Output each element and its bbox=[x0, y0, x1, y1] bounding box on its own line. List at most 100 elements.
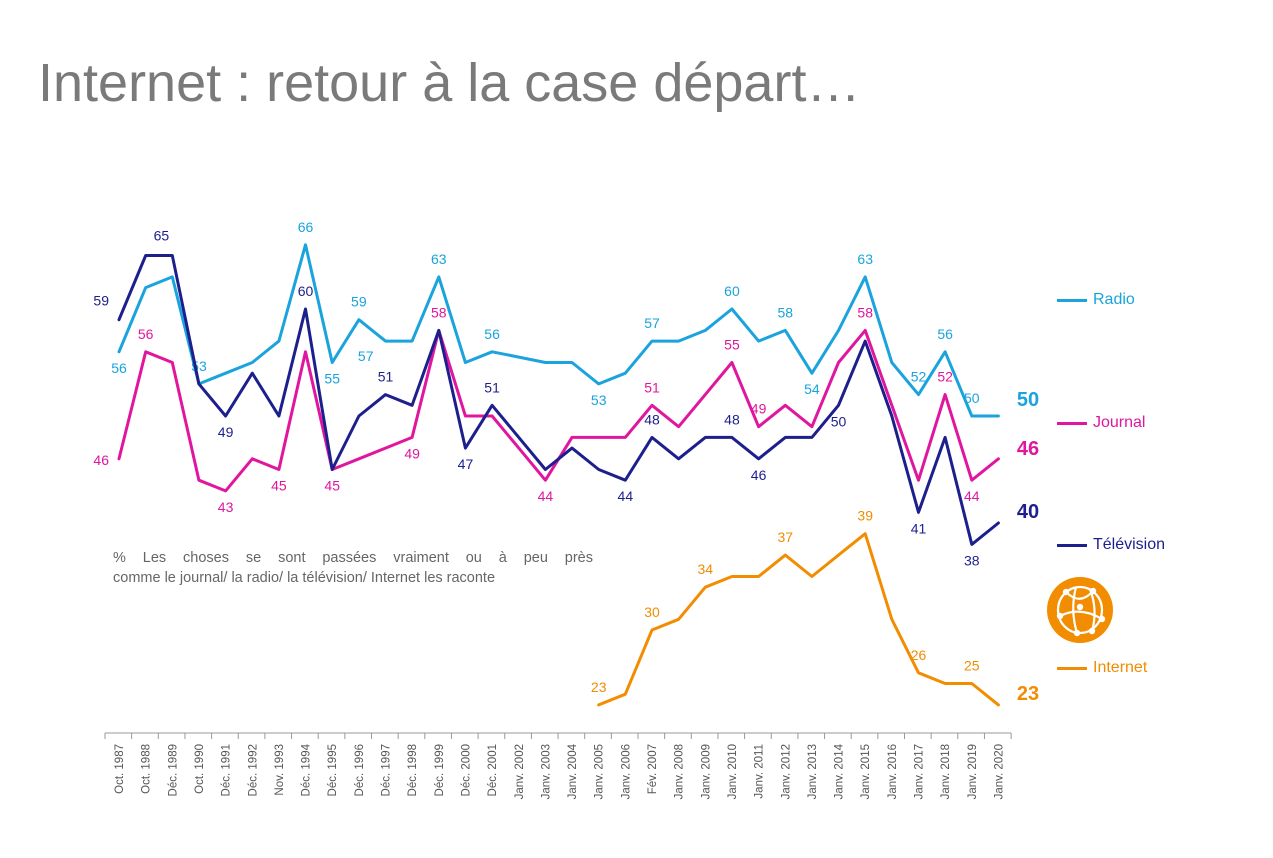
internet-data-label: 37 bbox=[777, 529, 793, 545]
x-tick-label: Nov. 1993 bbox=[274, 744, 286, 796]
x-tick-label: Oct. 1988 bbox=[141, 744, 153, 794]
x-tick-label: Janv. 2019 bbox=[967, 744, 979, 799]
journal-data-label: 43 bbox=[218, 499, 234, 515]
journal-data-label: 49 bbox=[751, 401, 767, 417]
x-tick-label: Janv. 2010 bbox=[727, 744, 739, 799]
journal-data-label: 55 bbox=[724, 337, 740, 353]
internet-data-label: 39 bbox=[857, 508, 873, 524]
radio-data-label: 56 bbox=[484, 326, 500, 342]
x-tick-label: Janv. 2016 bbox=[887, 744, 899, 799]
x-tick-label: Janv. 2014 bbox=[834, 743, 846, 799]
television-data-label: 48 bbox=[724, 411, 740, 427]
television-data-label: 60 bbox=[298, 283, 314, 299]
x-tick-label: Janv. 2002 bbox=[514, 744, 526, 799]
internet-data-label: 34 bbox=[698, 561, 714, 577]
x-tick-label: Janv. 2004 bbox=[567, 743, 579, 799]
x-tick-label: Oct. 1990 bbox=[194, 744, 206, 794]
legend-swatch-internet bbox=[1057, 666, 1087, 670]
page-title: Internet : retour à la case départ… bbox=[38, 53, 861, 113]
x-tick-label: Janv. 2020 bbox=[993, 744, 1005, 799]
television-data-label: 41 bbox=[911, 520, 927, 536]
x-tick-label: Déc. 2001 bbox=[487, 744, 499, 796]
legend-item-radio: Radio bbox=[1057, 290, 1135, 310]
x-tick-label: Fév. 2007 bbox=[647, 744, 659, 794]
chart-note-line-2: comme le journal/ la radio/ la télévisio… bbox=[113, 570, 496, 586]
journal-data-label: 44 bbox=[538, 488, 554, 504]
television-data-label: 47 bbox=[458, 456, 474, 472]
journal-data-label: 58 bbox=[857, 304, 873, 320]
x-tick-label: Déc. 1996 bbox=[354, 744, 366, 796]
x-tick-label: Déc. 1995 bbox=[327, 744, 339, 796]
x-tick-label: Janv. 2013 bbox=[807, 744, 819, 799]
television-data-label: 50 bbox=[831, 413, 847, 429]
x-tick-label: Janv. 2006 bbox=[620, 744, 632, 799]
journal-series-line bbox=[117, 328, 1000, 493]
internet-data-label: 26 bbox=[911, 647, 927, 663]
x-tick-label: Janv. 2009 bbox=[700, 744, 712, 799]
journal-data-label: 56 bbox=[138, 326, 154, 342]
x-tick-label: Déc. 1991 bbox=[221, 744, 233, 796]
legend-swatch-television bbox=[1057, 543, 1087, 547]
radio-data-label: 60 bbox=[724, 283, 740, 299]
x-tick-label: Janv. 2015 bbox=[860, 744, 872, 799]
television-data-label: 44 bbox=[618, 488, 634, 504]
radio-series-line bbox=[117, 243, 1000, 418]
radio-data-label: 55 bbox=[324, 371, 340, 387]
legend-item-internet: Internet bbox=[1057, 658, 1147, 678]
chart-note: % Les choses se sont passées vraiment ou… bbox=[113, 548, 593, 588]
internet-data-label: 23 bbox=[591, 679, 607, 695]
x-tick-label: Déc. 2000 bbox=[460, 744, 472, 796]
television-end-value-label: 40 bbox=[1017, 501, 1039, 523]
radio-data-label: 63 bbox=[431, 251, 447, 267]
internet-data-label: 25 bbox=[964, 658, 980, 674]
radio-data-label: 54 bbox=[804, 381, 820, 397]
chart-note-line-1: % Les choses se sont passées vraiment ou… bbox=[113, 550, 593, 566]
television-data-label: 46 bbox=[751, 467, 767, 483]
journal-data-label: 46 bbox=[93, 452, 109, 468]
television-series-line bbox=[117, 254, 1000, 546]
television-data-label: 59 bbox=[93, 293, 109, 309]
television-data-label: 51 bbox=[378, 369, 394, 385]
x-tick-label: Janv. 2017 bbox=[914, 744, 926, 799]
legend-swatch-radio bbox=[1057, 298, 1087, 302]
journal-data-label: 52 bbox=[937, 369, 953, 385]
globe-network-icon bbox=[1047, 577, 1113, 643]
legend-item-television: Télévision bbox=[1057, 535, 1165, 555]
television-data-label: 48 bbox=[644, 411, 660, 427]
journal-data-label: 45 bbox=[324, 478, 340, 494]
x-tick-label: Oct. 1987 bbox=[114, 744, 126, 794]
legend-label-television: Télévision bbox=[1093, 536, 1166, 553]
radio-data-label: 56 bbox=[937, 326, 953, 342]
radio-data-label: 57 bbox=[358, 348, 374, 364]
radio-data-label: 63 bbox=[857, 251, 873, 267]
legend-item-journal: Journal bbox=[1057, 413, 1145, 433]
television-data-label: 51 bbox=[484, 379, 500, 395]
journal-data-label: 44 bbox=[964, 488, 980, 504]
radio-data-label: 53 bbox=[591, 392, 607, 408]
x-tick-label: Déc. 1994 bbox=[301, 743, 313, 796]
x-tick-label: Janv. 2012 bbox=[780, 744, 792, 799]
radio-data-label: 59 bbox=[351, 294, 367, 310]
x-tick-label: Janv. 2011 bbox=[754, 744, 766, 799]
legend-swatch-journal bbox=[1057, 421, 1087, 425]
internet-end-value-label: 23 bbox=[1017, 683, 1039, 705]
television-data-label: 38 bbox=[964, 552, 980, 568]
journal-data-label: 51 bbox=[644, 379, 660, 395]
journal-data-label: 58 bbox=[431, 304, 447, 320]
x-tick-label: Déc. 1989 bbox=[167, 744, 179, 796]
x-tick-label: Janv. 2008 bbox=[674, 744, 686, 799]
x-tick-label: Janv. 2005 bbox=[594, 744, 606, 799]
x-tick-label: Déc. 1992 bbox=[247, 744, 259, 796]
internet-data-label: 30 bbox=[644, 604, 660, 620]
radio-data-label: 50 bbox=[964, 390, 980, 406]
legend-label-radio: Radio bbox=[1093, 291, 1135, 308]
radio-data-label: 52 bbox=[911, 369, 927, 385]
radio-data-label: 66 bbox=[298, 219, 314, 235]
radio-data-label: 57 bbox=[644, 315, 660, 331]
radio-data-label: 56 bbox=[111, 360, 127, 376]
x-tick-label: Déc. 1998 bbox=[407, 744, 419, 796]
television-data-label: 65 bbox=[154, 228, 170, 244]
x-tick-label: Janv. 2003 bbox=[540, 744, 552, 799]
x-tick-label: Déc. 1999 bbox=[434, 744, 446, 796]
